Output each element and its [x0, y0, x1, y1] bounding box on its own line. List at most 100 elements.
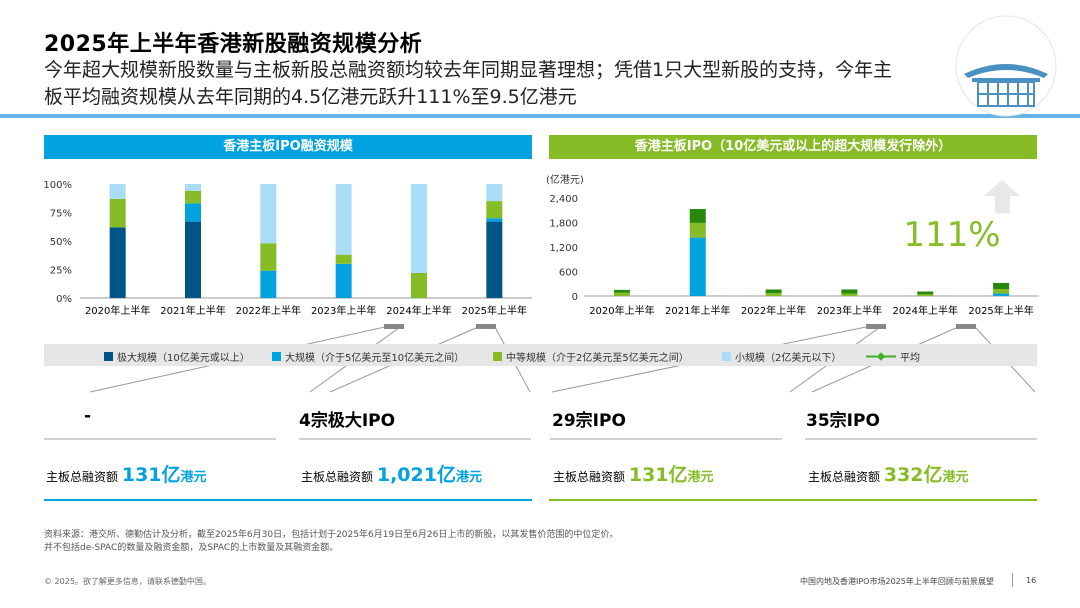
legend-item-avg: 平均: [866, 349, 920, 364]
bar-segment: [185, 184, 201, 191]
bar-segment: [993, 289, 1010, 294]
bar-segment: [993, 282, 1010, 290]
x-tick-label: 2022年上半年: [236, 304, 301, 317]
page-subtitle: 今年超大规模新股数量与主板新股总融资额均较去年同期显著理想；凭借1只大型新股的支…: [44, 59, 893, 108]
stat-head-3: 29宗IPO: [552, 411, 626, 431]
legend-label: 平均: [900, 353, 920, 364]
page-title: 2025年上半年香港新股融资规模分析: [44, 32, 423, 57]
footer-divider: [1012, 573, 1013, 587]
legend-swatch: [493, 352, 502, 361]
chart-legend: 极大规模（10亿美元或以上） 大规模（介于5亿美元至10亿美元之间） 中等规模（…: [44, 344, 1037, 366]
y-tick-label: 1,200: [549, 243, 578, 254]
copyright: © 2025。欲了解更多信息，请联系德勤中国。: [44, 577, 211, 586]
bar-segment: [109, 198, 126, 228]
bar-segment: [335, 254, 352, 264]
stat-2: 主板总融资额 1,021亿港元: [301, 464, 482, 486]
bar-segment: [260, 270, 277, 298]
x-tick-label: 2021年上半年: [160, 304, 225, 317]
y-tick-label: 100%: [43, 180, 72, 191]
stat-value: 131亿: [628, 464, 688, 486]
bar-segment: [765, 289, 782, 294]
bar-segment: [841, 293, 858, 296]
bar-segment: [993, 293, 1010, 296]
bar-segment: [486, 221, 503, 298]
stat-head-2: 4宗极大IPO: [299, 411, 396, 431]
bar-segment: [185, 221, 201, 298]
y-tick-label: 0: [572, 292, 578, 303]
left-panel-title: 香港主板IPO融资规模: [44, 135, 532, 159]
bar-segment: [335, 263, 352, 298]
stat-underline: [44, 499, 532, 501]
bar-segment: [613, 292, 630, 296]
right-panel-title: 香港主板IPO（10亿美元或以上的超大规模发行除外）: [549, 135, 1037, 159]
x-tick-label: 2025年上半年: [968, 304, 1033, 317]
bar-segment: [411, 272, 427, 298]
stat-3: 主板总融资额 131亿港元: [553, 464, 714, 486]
bar-segment: [486, 218, 503, 222]
bar-segment: [109, 227, 126, 298]
stat-value: 332亿: [883, 464, 943, 486]
y-axis-unit: (亿港元): [546, 173, 584, 186]
building-logo-icon: [954, 14, 1058, 118]
legend-item-small: 小规模（2亿美元以下）: [722, 349, 841, 364]
legend-swatch: [722, 352, 731, 361]
bar-segment: [411, 184, 427, 273]
y-tick-label: 75%: [50, 209, 72, 220]
callout-lines: [89, 324, 1036, 393]
divider: [805, 438, 1037, 440]
y-tick-label: 0%: [56, 294, 72, 305]
bar-segment: [689, 237, 706, 296]
stat-1: 主板总融资额 131亿港元: [46, 464, 207, 486]
stat-underline: [549, 499, 1037, 501]
y-tick-label: 2,400: [549, 194, 578, 205]
right-stacked-bar-chart: (亿港元) 0 600 1,200 1,800 2,400 2020年上半年 2021年上半年…: [546, 173, 1039, 317]
x-tick-label: 2022年上半年: [741, 304, 806, 317]
legend-item-mid: 中等规模（介于2亿美元至5亿美元之间）: [493, 349, 689, 364]
y-tick-label: 50%: [50, 237, 72, 248]
bar-segment: [185, 203, 201, 222]
stat-4: 主板总融资额 332亿港元: [808, 464, 969, 486]
growth-arrow-icon: [984, 180, 1020, 213]
x-tick-label: 2020年上半年: [85, 304, 150, 317]
legend-label: 中等规模（介于2亿美元至5亿美元之间）: [506, 353, 689, 364]
bar-segment: [765, 293, 782, 296]
bar-segment: [260, 184, 277, 244]
legend-swatch: [104, 352, 113, 361]
y-tick-label: 25%: [50, 266, 72, 277]
bar-segment: [917, 294, 934, 296]
bar-segment: [486, 184, 503, 202]
y-tick-label: 1,800: [549, 219, 578, 230]
legend-item-xl: 极大规模（10亿美元或以上）: [104, 349, 250, 364]
source-notes: 资料来源：港交所、德勤估计及分析，截至2025年6月30日，包括计划于2025年…: [44, 530, 619, 553]
divider: [44, 438, 276, 440]
legend-label: 大规模（介于5亿美元至10亿美元之间）: [285, 353, 465, 364]
bar-segment: [109, 184, 126, 199]
header-divider: [0, 114, 1080, 118]
stat-value: 131亿: [121, 464, 181, 486]
report-title: 中国内地及香港IPO市场2025年上半年回顾与前景展望: [800, 577, 994, 586]
x-tick-label: 2024年上半年: [386, 304, 451, 317]
bar-segment: [185, 190, 201, 204]
bar-segment: [613, 289, 630, 293]
bar-segment: [689, 209, 706, 223]
x-tick-label: 2020年上半年: [589, 304, 654, 317]
x-tick-label: 2021年上半年: [665, 304, 730, 317]
legend-swatch: [272, 352, 281, 361]
legend-label: 小规模（2亿美元以下）: [735, 353, 842, 364]
x-tick-label: 2024年上半年: [893, 304, 958, 317]
x-tick-label: 2025年上半年: [462, 304, 527, 317]
legend-item-large: 大规模（介于5亿美元至10亿美元之间）: [272, 349, 464, 364]
stat-value: 1,021亿: [376, 464, 456, 486]
bar-segment: [841, 289, 858, 294]
legend-line-marker-icon: [866, 352, 896, 361]
stat-head-1: -: [84, 406, 92, 426]
growth-label: 111%: [903, 215, 1000, 255]
bar-segment: [486, 201, 503, 219]
legend-label: 极大规模（10亿美元或以上）: [117, 353, 250, 364]
x-tick-label: 2023年上半年: [817, 304, 882, 317]
x-tick-label: 2023年上半年: [311, 304, 376, 317]
bar-segment: [689, 222, 706, 238]
bar-segment: [260, 243, 277, 271]
left-stacked-bar-chart: 0% 25% 50% 75% 100% 2020年上半年 2021年上半年 2022年上半年 2…: [43, 180, 532, 317]
bar-segment: [917, 291, 934, 295]
